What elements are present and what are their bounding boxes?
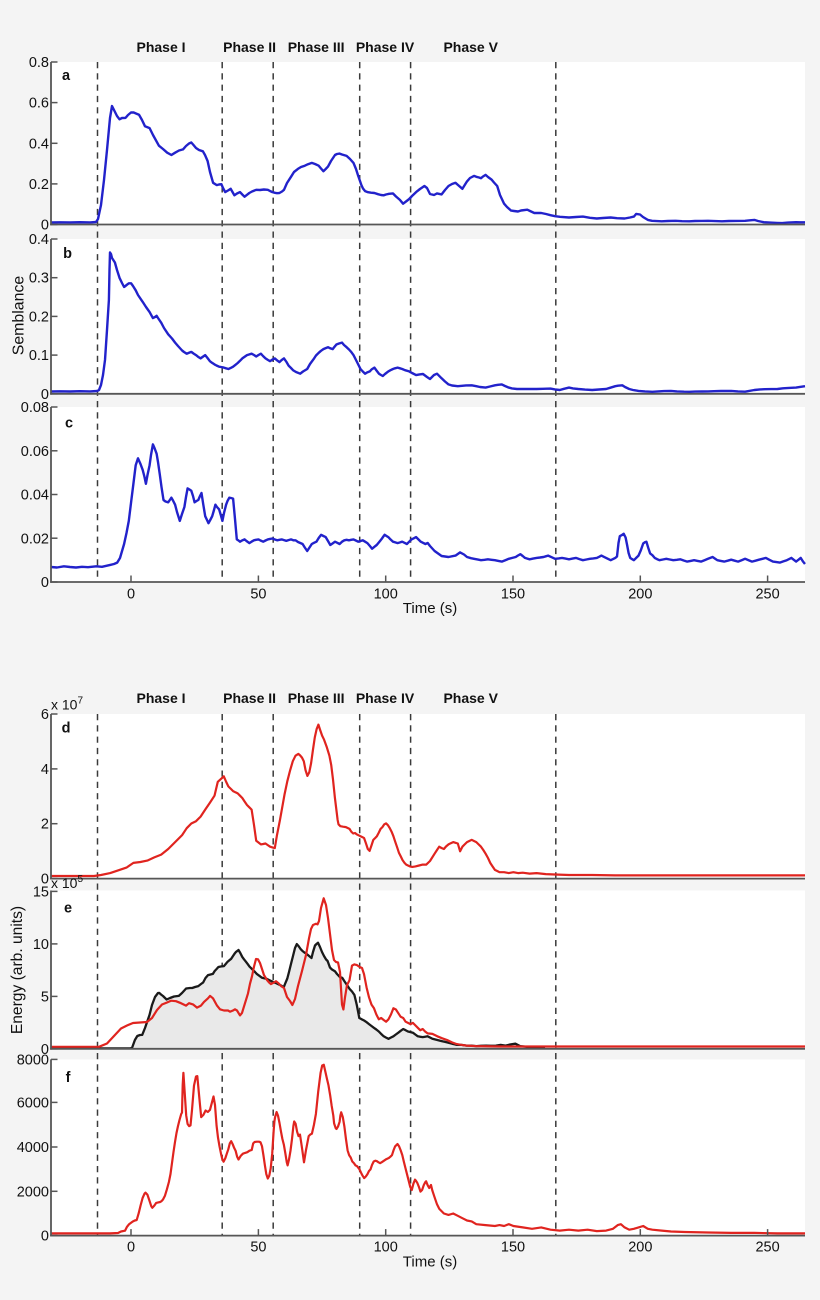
svg-text:5: 5 [41, 989, 49, 1005]
svg-text:x 105: x 105 [51, 874, 83, 891]
svg-text:250: 250 [755, 587, 779, 603]
svg-text:200: 200 [628, 1240, 652, 1256]
svg-text:0.02: 0.02 [21, 531, 49, 547]
svg-text:6000: 6000 [17, 1095, 49, 1111]
svg-text:Phase III: Phase III [288, 690, 345, 706]
svg-text:50: 50 [250, 1240, 266, 1256]
svg-text:4000: 4000 [17, 1140, 49, 1156]
svg-text:Phase II: Phase II [223, 39, 276, 55]
svg-text:2: 2 [41, 817, 49, 833]
svg-text:0.8: 0.8 [29, 55, 49, 71]
svg-text:0.3: 0.3 [29, 271, 49, 287]
svg-text:Semblance: Semblance [11, 276, 28, 356]
svg-text:150: 150 [501, 1240, 525, 1256]
svg-text:d: d [62, 721, 71, 737]
svg-text:6: 6 [41, 707, 49, 723]
svg-text:Phase V: Phase V [443, 690, 498, 706]
svg-text:0: 0 [41, 218, 49, 234]
svg-text:2000: 2000 [17, 1184, 49, 1200]
svg-text:f: f [66, 1070, 71, 1086]
svg-text:250: 250 [755, 1240, 779, 1256]
svg-text:0.6: 0.6 [29, 96, 49, 112]
svg-text:Time (s): Time (s) [403, 1254, 457, 1271]
svg-text:Phase I: Phase I [136, 39, 185, 55]
svg-text:0.08: 0.08 [21, 400, 49, 416]
svg-text:Phase III: Phase III [288, 39, 345, 55]
svg-text:200: 200 [628, 587, 652, 603]
svg-text:Time (s): Time (s) [403, 600, 457, 617]
svg-text:8000: 8000 [17, 1052, 49, 1068]
svg-text:c: c [65, 416, 73, 432]
svg-text:100: 100 [374, 1240, 398, 1256]
svg-text:0: 0 [41, 387, 49, 403]
svg-text:4: 4 [41, 762, 49, 778]
svg-text:0: 0 [41, 872, 49, 888]
svg-text:x 107: x 107 [51, 696, 83, 713]
svg-text:a: a [62, 68, 71, 84]
svg-text:Phase IV: Phase IV [356, 690, 415, 706]
svg-text:Energy (arb. units): Energy (arb. units) [9, 906, 26, 1034]
svg-text:0.4: 0.4 [29, 232, 49, 248]
svg-text:e: e [64, 900, 72, 916]
svg-text:Phase I: Phase I [136, 690, 185, 706]
svg-text:0: 0 [41, 1229, 49, 1245]
svg-text:15: 15 [33, 884, 49, 900]
svg-text:0: 0 [41, 1042, 49, 1058]
svg-text:b: b [63, 246, 72, 262]
svg-text:Phase II: Phase II [223, 690, 276, 706]
svg-text:0: 0 [41, 575, 49, 591]
svg-text:0.4: 0.4 [29, 136, 49, 152]
svg-text:0.06: 0.06 [21, 444, 49, 460]
svg-text:10: 10 [33, 937, 49, 953]
svg-text:50: 50 [250, 587, 266, 603]
svg-text:Phase IV: Phase IV [356, 39, 415, 55]
svg-text:0.2: 0.2 [29, 309, 49, 325]
svg-text:0.1: 0.1 [29, 348, 49, 364]
svg-text:100: 100 [374, 587, 398, 603]
svg-text:150: 150 [501, 587, 525, 603]
svg-text:0: 0 [127, 1240, 135, 1256]
svg-text:Phase V: Phase V [443, 39, 498, 55]
svg-text:0.2: 0.2 [29, 177, 49, 193]
svg-text:0.04: 0.04 [21, 488, 49, 504]
svg-text:0: 0 [127, 587, 135, 603]
